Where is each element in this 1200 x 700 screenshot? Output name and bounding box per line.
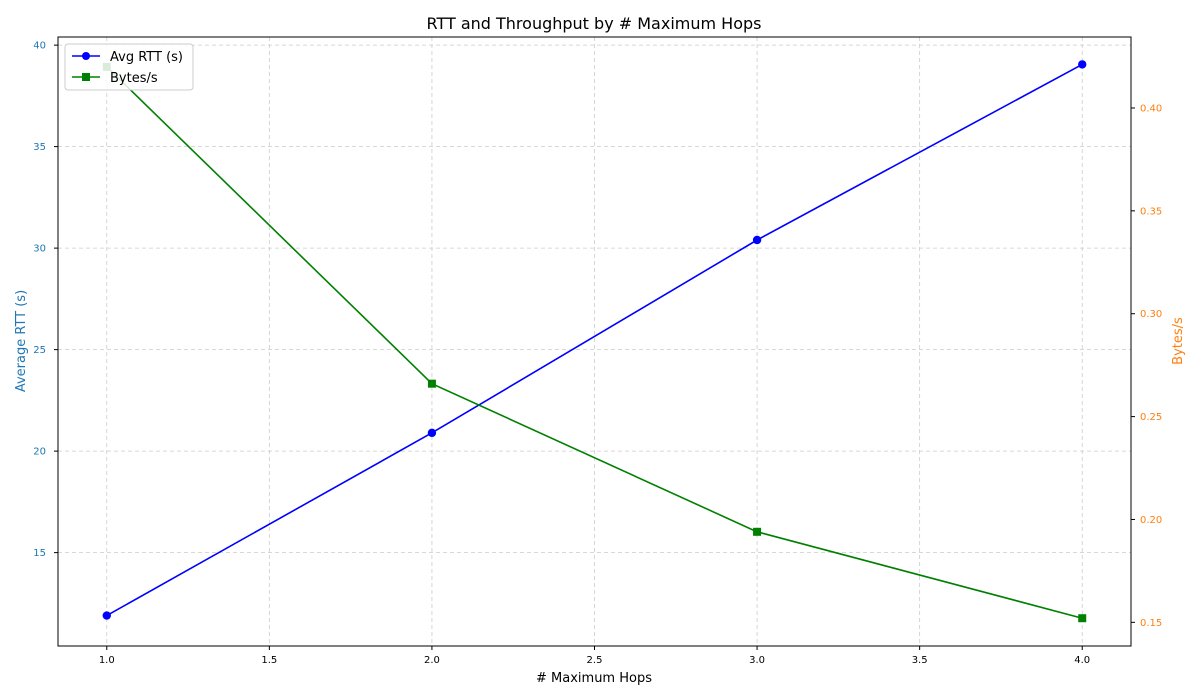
axis-ticks: 1.0 1.5 2.0 2.5 3.0 3.5 4.0 15 20 25 30 35 40 0.15 0.2… — [33, 41, 1162, 666]
series-lines — [102, 60, 1087, 623]
y-tick-label-left: 15 — [33, 548, 46, 559]
series-line-bytes — [106, 66, 1083, 619]
legend-marker-square — [82, 73, 90, 81]
bytes-point — [753, 527, 762, 536]
x-axis-label: # Maximum Hops — [536, 671, 652, 686]
x-tick-label: 1.5 — [261, 655, 277, 666]
y-tick-label-right: 0.35 — [1140, 206, 1162, 217]
x-tick-label: 4.0 — [1074, 655, 1090, 666]
avg-rtt-point — [752, 235, 762, 245]
y-axis-label-right: Bytes/s — [1171, 317, 1186, 365]
avg-rtt-point — [102, 611, 111, 620]
y-tick-label-left: 25 — [33, 345, 46, 356]
y-axis-label-left: Average RTT (s) — [14, 290, 29, 392]
series-line-avg-rtt — [106, 63, 1083, 617]
legend: Avg RTT (s) Bytes/s — [64, 43, 194, 91]
y-tick-label-right: 0.15 — [1140, 618, 1162, 629]
bytes-point — [1078, 614, 1087, 623]
avg-rtt-point — [1078, 60, 1087, 69]
legend-marker-circle — [82, 52, 90, 60]
y-tick-label-left: 20 — [33, 447, 46, 458]
avg-rtt-point — [427, 428, 437, 438]
y-tick-label-left: 30 — [33, 244, 46, 255]
y-tick-label-right: 0.40 — [1140, 103, 1162, 114]
bytes-point — [427, 379, 436, 388]
y-tick-label-right: 0.25 — [1140, 412, 1162, 423]
y-tick-label-right: 0.20 — [1140, 515, 1162, 526]
legend-label-avg-rtt: Avg RTT (s) — [110, 50, 183, 65]
y-tick-label-right: 0.30 — [1140, 309, 1162, 320]
x-tick-label: 3.0 — [749, 655, 765, 666]
chart-title: RTT and Throughput by # Maximum Hops — [427, 14, 762, 33]
y-tick-label-left: 40 — [33, 41, 46, 52]
y-tick-label-left: 35 — [33, 142, 46, 153]
x-tick-label: 3.5 — [912, 655, 928, 666]
grid-lines — [58, 37, 1131, 646]
x-tick-label: 2.5 — [587, 655, 603, 666]
legend-label-bytes: Bytes/s — [110, 71, 158, 86]
x-tick-label: 1.0 — [99, 655, 115, 666]
x-tick-label: 2.0 — [424, 655, 440, 666]
